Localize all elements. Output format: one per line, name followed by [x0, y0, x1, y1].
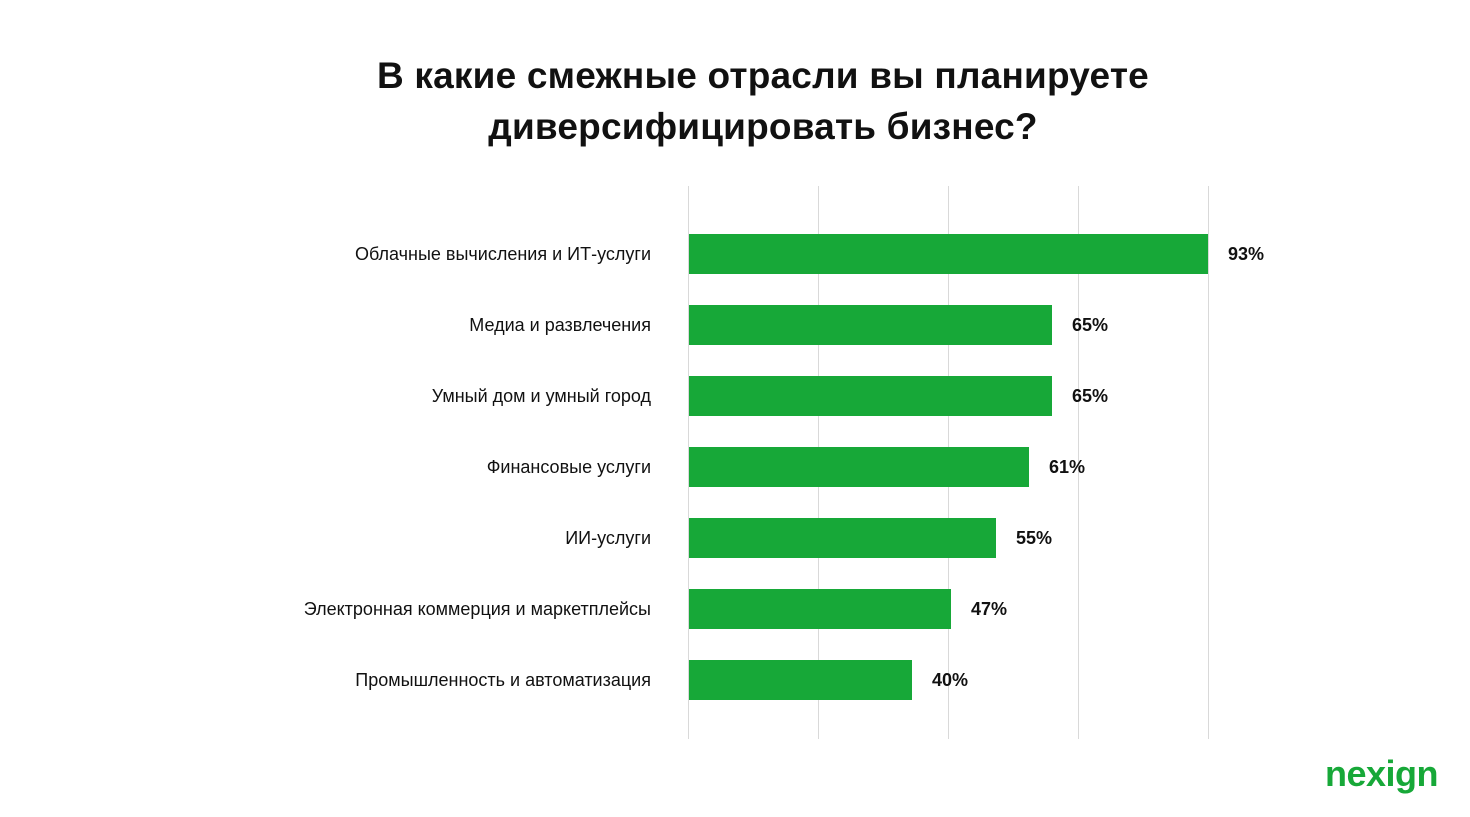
category-label: ИИ-услуги	[565, 528, 651, 548]
chart-title: В какие смежные отрасли вы планируете ди…	[0, 50, 1470, 152]
value-label: 47%	[971, 599, 1008, 619]
bar	[689, 447, 1029, 487]
value-label: 61%	[1049, 457, 1086, 477]
value-label: 93%	[1228, 244, 1265, 264]
bar	[689, 305, 1052, 345]
gridline	[688, 186, 689, 739]
value-label: 55%	[1016, 528, 1053, 548]
bar	[689, 660, 912, 700]
value-label: 65%	[1072, 315, 1109, 335]
chart-title-line-1: В какие смежные отрасли вы планируете	[377, 55, 1149, 96]
category-label: Промышленность и автоматизация	[355, 670, 651, 690]
category-label: Финансовые услуги	[486, 457, 651, 477]
category-label: Медиа и развлечения	[469, 315, 651, 335]
chart-title-line-2: диверсифицировать бизнес?	[488, 106, 1038, 147]
category-label: Умный дом и умный город	[431, 386, 651, 406]
category-label: Электронная коммерция и маркетплейсы	[303, 599, 651, 619]
value-label: 65%	[1072, 386, 1109, 406]
gridline	[1208, 186, 1209, 739]
bar	[689, 518, 996, 558]
gridline	[1078, 186, 1079, 739]
bar	[689, 234, 1208, 274]
value-label: 40%	[932, 670, 969, 690]
bar	[689, 589, 951, 629]
bar	[689, 376, 1052, 416]
nexign-logo: nexign	[1324, 753, 1439, 794]
category-label: Облачные вычисления и ИТ-услуги	[355, 244, 651, 264]
